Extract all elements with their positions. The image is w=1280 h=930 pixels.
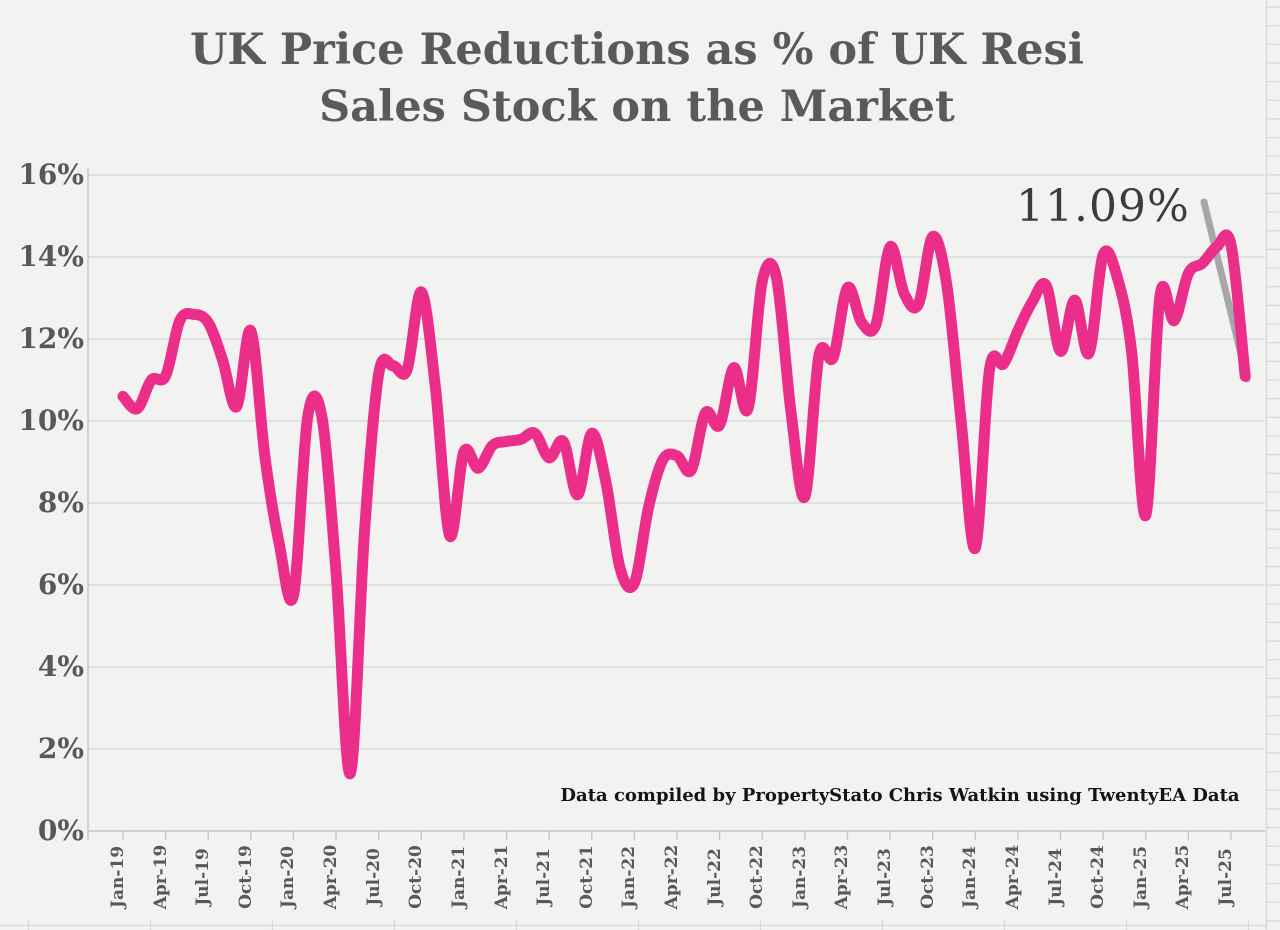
x-axis-label-Apr-20: Apr-20 [321,844,342,910]
chart-title-line1: UK Price Reductions as % of UK Resi [189,25,1085,75]
x-axis-label-Jan-24: Jan-24 [960,845,981,909]
y-axis-label-6: 6% [37,568,84,601]
y-axis-label-0: 0% [37,814,84,847]
y-axis-label-4: 4% [37,650,84,683]
axes [87,168,1265,840]
x-axis-label-Jan-20: Jan-20 [278,845,299,909]
chart-title: UK Price Reductions as % of UK Resi Sale… [0,22,1274,136]
x-axis-label-Apr-21: Apr-21 [491,844,512,910]
x-axis-label-Apr-22: Apr-22 [661,844,682,910]
x-axis-label-Jul-21: Jul-21 [534,848,555,906]
y-axis-label-14: 14% [18,240,84,273]
y-axis-label-10: 10% [18,404,84,437]
y-axis-label-16: 16% [18,158,84,191]
x-axis-label-Apr-19: Apr-19 [150,844,171,910]
x-axis-label-Jul-20: Jul-20 [363,848,384,906]
x-axis-label-Jul-24: Jul-24 [1045,848,1066,906]
x-axis-label-Jul-23: Jul-23 [875,848,896,906]
x-axis-label-Jan-19: Jan-19 [108,845,128,909]
x-axis-label-Jan-23: Jan-23 [789,845,810,909]
y-axis-label-2: 2% [37,732,84,765]
data-source-caption: Data compiled by PropertyStato Chris Wat… [560,785,1240,806]
chart-title-line2: Sales Stock on the Market [319,82,955,132]
x-axis-label-Jan-22: Jan-22 [619,845,640,909]
x-axis-label-Jan-21: Jan-21 [448,845,469,909]
last-value-label: 11.09% [1016,181,1190,232]
x-axis-label-Oct-23: Oct-23 [917,845,938,909]
x-axis-label-Apr-23: Apr-23 [832,844,853,910]
x-axis-label-Oct-24: Oct-24 [1088,845,1109,909]
x-axis-label-Oct-22: Oct-22 [747,845,768,909]
x-axis-label-Oct-21: Oct-21 [576,845,597,909]
x-axis-label-Apr-25: Apr-25 [1173,844,1194,910]
x-axis-label-Jan-25: Jan-25 [1130,845,1151,909]
x-axis-label-Jul-19: Jul-19 [193,848,214,906]
y-axis-label-12: 12% [18,322,84,355]
x-axis-label-Apr-24: Apr-24 [1002,844,1023,910]
y-axis-label-8: 8% [37,486,84,519]
series-line-price-reductions[interactable] [117,229,1251,780]
x-axis-label-Jul-22: Jul-22 [704,848,725,906]
x-axis-label-Jul-25: Jul-25 [1215,848,1236,906]
x-axis-label-Oct-20: Oct-20 [406,845,427,909]
x-axis-label-Oct-19: Oct-19 [235,845,256,909]
